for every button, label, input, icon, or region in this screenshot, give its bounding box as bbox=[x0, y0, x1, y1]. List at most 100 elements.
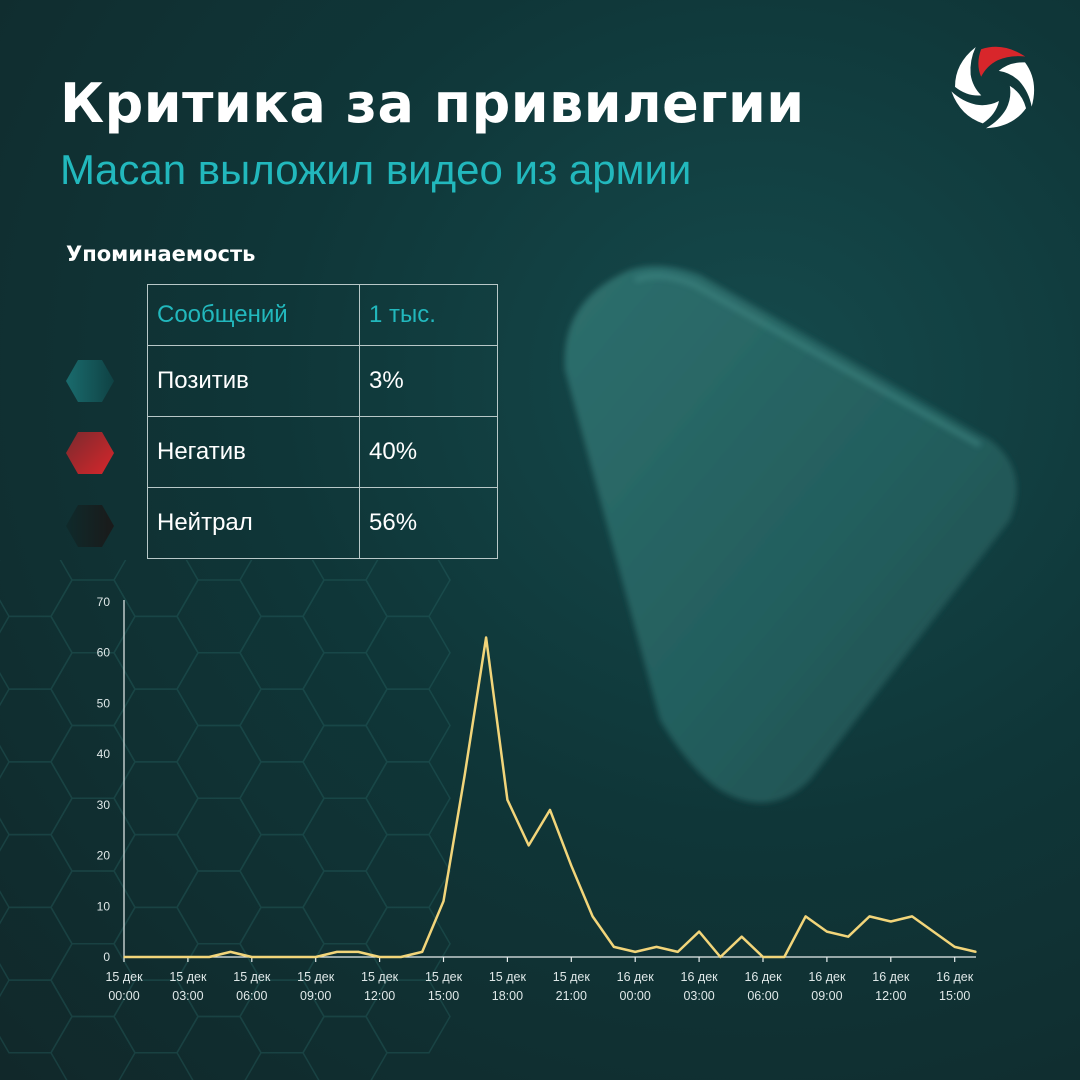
x-tick-label: 15:00 bbox=[939, 989, 970, 1003]
data-point bbox=[953, 946, 956, 948]
background-hexagon bbox=[302, 651, 388, 727]
background-hexagon bbox=[113, 560, 199, 618]
background-hexagon bbox=[50, 651, 136, 727]
x-tick-label: 03:00 bbox=[172, 989, 203, 1003]
background-hexagon bbox=[113, 833, 199, 909]
page-title: Критика за привилегии bbox=[60, 72, 805, 135]
data-point bbox=[208, 956, 210, 958]
data-point bbox=[400, 956, 402, 958]
background-hexagon bbox=[302, 1015, 388, 1080]
table-row-neutral: Нейтрал 56% bbox=[147, 487, 498, 559]
y-tick-label: 20 bbox=[97, 849, 111, 863]
data-point bbox=[251, 956, 253, 958]
data-point bbox=[613, 946, 615, 948]
table-row-negative: Негатив 40% bbox=[147, 416, 498, 488]
background-hexagon bbox=[302, 870, 388, 945]
background-hexagon bbox=[113, 615, 199, 690]
y-tick-label: 0 bbox=[103, 950, 110, 964]
x-tick-label: 16 дек bbox=[808, 970, 846, 984]
data-point bbox=[144, 956, 147, 958]
y-tick-label: 10 bbox=[97, 899, 111, 913]
x-tick-label: 18:00 bbox=[492, 989, 523, 1003]
logo-blade bbox=[955, 47, 982, 96]
positive-legend-hexagon-icon bbox=[66, 360, 114, 402]
logo-blade bbox=[951, 91, 1000, 124]
row-label: Позитив bbox=[147, 345, 360, 417]
data-point bbox=[165, 956, 168, 958]
background-hexagon bbox=[50, 1015, 136, 1080]
x-tick-label: 15 дек bbox=[105, 970, 143, 984]
data-point bbox=[826, 930, 828, 933]
background-hexagon bbox=[239, 979, 325, 1054]
swirl-logo-icon bbox=[951, 46, 1035, 129]
background-hexagon bbox=[239, 906, 325, 981]
x-tick-label: 15 дек bbox=[489, 970, 527, 984]
background-hexagon bbox=[176, 1015, 262, 1080]
background-hexagon bbox=[0, 615, 73, 690]
background-hexagon bbox=[0, 979, 73, 1054]
data-point bbox=[293, 956, 296, 958]
background-hexagon bbox=[302, 579, 388, 654]
x-tick-label: 15 дек bbox=[361, 970, 399, 984]
x-tick-label: 09:00 bbox=[811, 989, 842, 1003]
x-tick-label: 00:00 bbox=[620, 989, 651, 1003]
background-hexagon bbox=[176, 870, 262, 945]
negative-legend-hexagon-icon bbox=[66, 432, 114, 474]
data-point bbox=[229, 951, 232, 953]
background-hexagon bbox=[50, 579, 136, 654]
data-point bbox=[698, 930, 700, 933]
data-point bbox=[868, 915, 871, 918]
background-hexagon bbox=[113, 979, 199, 1054]
data-point bbox=[591, 915, 594, 918]
background-hexagon bbox=[365, 979, 451, 1054]
background-hexagon bbox=[239, 761, 325, 836]
x-tick-label: 16 дек bbox=[744, 970, 782, 984]
data-point bbox=[719, 956, 722, 958]
background-hexagon bbox=[239, 688, 325, 763]
messages-value: 1 тыс. bbox=[359, 284, 498, 346]
hexagon-background-pattern bbox=[0, 560, 451, 1080]
data-point bbox=[783, 956, 786, 958]
page-subtitle: Macan выложил видео из армии bbox=[60, 146, 692, 193]
x-tick-label: 15 дек bbox=[425, 970, 463, 984]
y-tick-label: 60 bbox=[97, 646, 111, 660]
data-point bbox=[549, 809, 551, 811]
data-point bbox=[677, 951, 679, 953]
x-tick-label: 12:00 bbox=[875, 989, 906, 1003]
data-point bbox=[485, 636, 487, 639]
triangle-3d-shape bbox=[564, 266, 1017, 803]
data-point bbox=[357, 951, 360, 953]
data-point bbox=[314, 956, 317, 958]
y-tick-label: 70 bbox=[97, 595, 111, 609]
background-hexagon bbox=[365, 688, 451, 763]
background-hexagon bbox=[176, 724, 262, 799]
mentions-line-chart: 0 10 20 30 40 50 60 70 15 дек 00:00 15 дек 03:00 15 … bbox=[97, 595, 977, 1003]
data-point bbox=[464, 773, 466, 776]
x-tick-label: 06:00 bbox=[747, 989, 778, 1003]
logo-blade bbox=[985, 85, 1027, 129]
background-hexagon bbox=[239, 560, 325, 618]
background-hexagon bbox=[50, 797, 136, 872]
background-hexagon bbox=[0, 560, 73, 618]
row-label: Негатив bbox=[147, 416, 360, 488]
data-point bbox=[506, 798, 509, 801]
background-hexagon bbox=[365, 615, 451, 690]
data-point bbox=[378, 956, 381, 958]
background-hexagon bbox=[0, 761, 73, 836]
x-tick-label: 16 дек bbox=[936, 970, 974, 984]
background-hexagon bbox=[365, 833, 451, 909]
background-hexagon bbox=[113, 688, 199, 763]
row-value: 40% bbox=[359, 416, 498, 488]
background-hexagon bbox=[302, 797, 388, 872]
x-tick-label: 15 дек bbox=[233, 970, 271, 984]
background-hexagon bbox=[0, 906, 73, 981]
data-point bbox=[804, 915, 807, 918]
background-hexagon bbox=[302, 942, 388, 1018]
x-tick-label: 12:00 bbox=[364, 989, 395, 1003]
mentions-table: Сообщений 1 тыс. Позитив 3% Негатив 40% … bbox=[147, 284, 498, 559]
background-hexagon bbox=[239, 833, 325, 909]
background-hexagon bbox=[365, 560, 451, 618]
background-hexagon bbox=[50, 942, 136, 1018]
data-point bbox=[570, 864, 573, 867]
mentions-line bbox=[124, 636, 977, 959]
